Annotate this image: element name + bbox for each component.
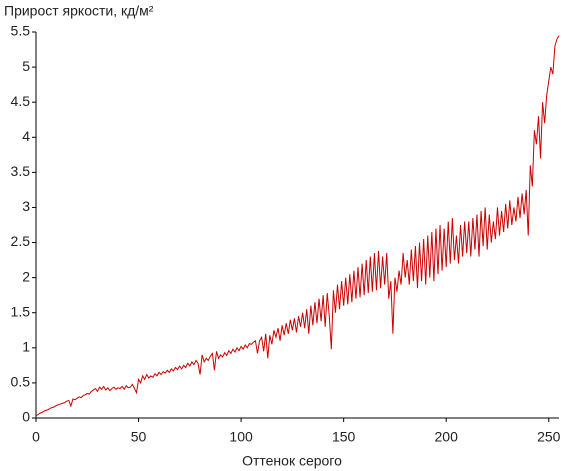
x-tick-label: 150 [332,429,356,445]
x-tick-label: 250 [537,429,561,445]
x-tick-label: 0 [32,429,40,445]
y-tick-label: 1 [22,339,30,355]
x-axis-label: Оттенок серого [242,453,342,469]
y-tick-label: 3.5 [11,163,31,179]
x-tick-label: 50 [131,429,147,445]
x-tick-label: 100 [229,429,253,445]
x-tick-label: 200 [435,429,459,445]
y-tick-label: 2 [22,268,30,284]
y-tick-label: 0.5 [11,374,31,390]
y-tick-label: 5 [22,58,30,74]
data-line [35,35,560,417]
y-tick-label: 5.5 [11,23,31,39]
chart-title: Прирост яркости, кд/м² [4,3,154,19]
y-tick-label: 4 [22,128,30,144]
y-tick-label: 4.5 [11,93,31,109]
y-tick-label: 3 [22,198,30,214]
y-tick-label: 1.5 [11,303,31,319]
y-tick-label: 0 [22,409,30,425]
y-tick-label: 2.5 [11,233,31,249]
